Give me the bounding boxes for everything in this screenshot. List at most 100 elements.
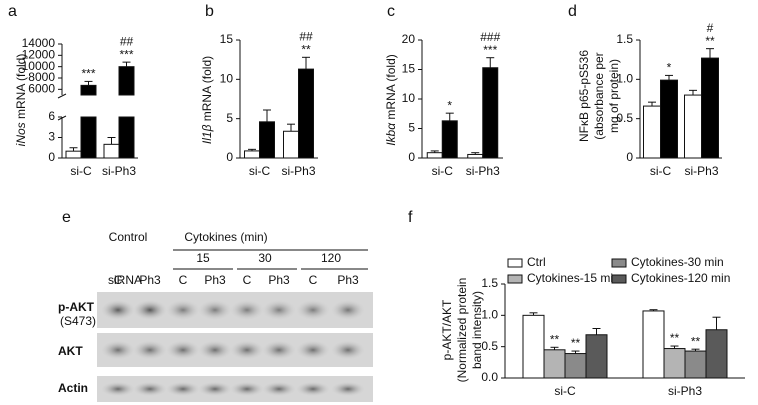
lane-label: C <box>179 273 188 287</box>
error-bar <box>287 123 295 132</box>
y-label-text: mRNA (fold) <box>14 54 28 119</box>
bar <box>298 68 314 159</box>
bar <box>80 84 97 96</box>
error-bar <box>263 109 271 122</box>
row-sublabel: (S473) <box>60 314 96 328</box>
y-label-line: Il1β mRNA (fold) <box>200 56 214 144</box>
y-label-text: (absorbance per <box>592 52 606 139</box>
y-tick-label: 10000 <box>22 59 56 73</box>
y-label-text: (Normalized protein <box>455 278 469 383</box>
y-label-line: band intensity) <box>470 291 484 369</box>
blot-band <box>101 340 135 360</box>
y-tick-label: 5 <box>408 121 415 135</box>
blot-band <box>166 340 200 360</box>
significance-label: # <box>707 21 714 35</box>
y-label-line: NFκB p65-pS536 <box>577 50 591 142</box>
blot-band <box>198 340 232 360</box>
error-bar <box>648 101 656 107</box>
significance-label: ** <box>301 42 311 56</box>
lane-label: C <box>114 273 123 287</box>
row-label: AKT <box>58 344 83 358</box>
significance-label: ** <box>705 34 715 48</box>
y-label-line: mg of protein) <box>607 59 621 133</box>
error-bar <box>471 152 480 155</box>
error-bar <box>691 348 700 352</box>
error-bar <box>486 57 495 68</box>
error-bar <box>571 350 580 354</box>
y-label-line: (Normalized protein <box>455 278 469 383</box>
y-tick-label: 3 <box>48 130 55 144</box>
bar <box>705 329 728 379</box>
panel-letter: a <box>8 3 17 20</box>
error-bar <box>529 312 538 316</box>
blot-band <box>230 340 264 360</box>
y-tick-label: 15 <box>220 32 234 46</box>
blot-band <box>331 381 365 397</box>
bar <box>663 348 686 379</box>
error-bar <box>649 309 658 311</box>
y-tick-label: 15 <box>402 62 416 76</box>
y-label-text: band intensity) <box>470 291 484 369</box>
bar <box>543 349 566 379</box>
y-tick-label: 0.0 <box>481 370 498 384</box>
y-tick-label: 1.0 <box>616 72 633 86</box>
blot-band <box>166 299 200 321</box>
blot-band <box>133 299 167 321</box>
y-tick-label: 20 <box>402 32 416 46</box>
x-tick-label: si-C <box>432 164 454 178</box>
bar <box>522 314 545 379</box>
significance-label: ** <box>571 336 581 350</box>
error-bar <box>248 148 256 151</box>
panel-letter: c <box>387 3 395 20</box>
blot-band <box>198 381 232 397</box>
blot-band <box>262 340 296 360</box>
blot-band <box>296 299 330 321</box>
lane-label: Ph3 <box>337 273 359 287</box>
significance-label: ### <box>480 30 500 44</box>
significance-label: * <box>447 98 452 112</box>
y-label-line: p-AKT/AKT <box>440 299 454 360</box>
legend-label: Cytokines-15 min <box>527 271 620 285</box>
bar <box>684 94 702 159</box>
blot-band <box>166 381 200 397</box>
y-label-line: (absorbance per <box>592 52 606 139</box>
bar <box>65 150 82 159</box>
y-tick-label: 6 <box>48 109 55 123</box>
significance-label: ** <box>670 331 680 345</box>
panel-letter: f <box>408 209 413 226</box>
legend-label: Cytokines-30 min <box>631 255 724 269</box>
y-label-line: Ikbα mRNA (fold) <box>384 54 398 146</box>
legend-label: Cytokines-120 min <box>631 271 730 285</box>
error-bar <box>706 48 714 59</box>
bar <box>118 66 135 96</box>
time-label: 15 <box>196 251 210 265</box>
y-tick-label: 14000 <box>22 36 56 50</box>
y-tick-label: 0.5 <box>481 339 498 353</box>
legend-label: Ctrl <box>527 255 546 269</box>
time-label: 120 <box>321 251 341 265</box>
significance-label: ## <box>120 34 134 48</box>
panel-letter: b <box>205 3 214 20</box>
y-tick-label: 6000 <box>28 82 55 96</box>
lane-label: C <box>309 273 318 287</box>
bar <box>701 57 719 159</box>
x-tick-label: si-Ph3 <box>102 164 136 178</box>
panel-letter: d <box>568 3 577 20</box>
y-tick-label: 1.0 <box>481 308 498 322</box>
blot-band <box>101 299 135 321</box>
error-bar <box>122 61 131 67</box>
y-tick-label: 0 <box>626 150 633 164</box>
significance-label: * <box>667 61 672 75</box>
bar <box>441 120 458 159</box>
blot-band <box>230 381 264 397</box>
error-bar <box>302 56 310 70</box>
blot-band <box>296 340 330 360</box>
significance-label: ## <box>299 29 313 43</box>
legend-swatch <box>611 274 627 284</box>
y-tick-label: 10 <box>220 72 234 86</box>
bar <box>467 153 484 159</box>
x-tick-label: si-Ph3 <box>281 164 315 178</box>
axis-break <box>57 115 67 121</box>
y-tick-label: 12000 <box>22 48 56 62</box>
row-label: Actin <box>58 381 88 395</box>
